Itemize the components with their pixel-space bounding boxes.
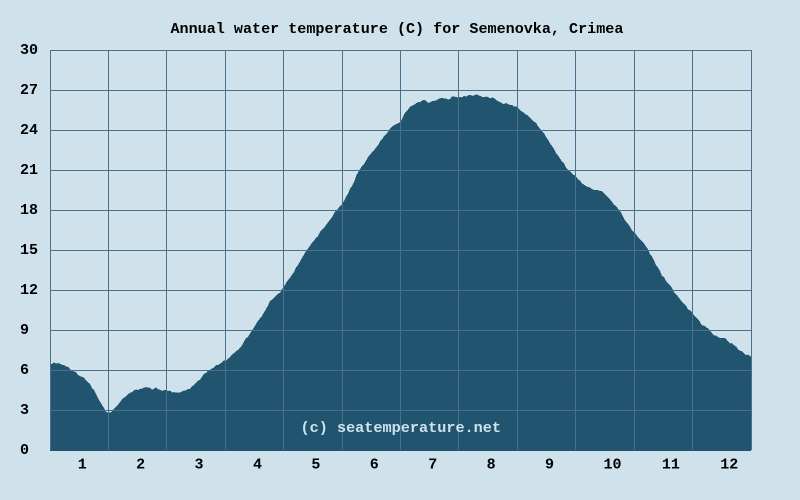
svg-text:8: 8 [487, 457, 496, 474]
svg-text:9: 9 [20, 322, 29, 339]
svg-text:27: 27 [20, 82, 38, 99]
svg-text:11: 11 [662, 457, 680, 474]
svg-text:1: 1 [78, 457, 87, 474]
svg-text:9: 9 [545, 457, 554, 474]
svg-text:5: 5 [311, 457, 320, 474]
svg-text:15: 15 [20, 242, 38, 259]
svg-text:7: 7 [428, 457, 437, 474]
svg-text:2: 2 [136, 457, 145, 474]
svg-text:3: 3 [20, 402, 29, 419]
svg-text:18: 18 [20, 202, 38, 219]
svg-text:12: 12 [20, 282, 38, 299]
svg-text:3: 3 [195, 457, 204, 474]
svg-text:24: 24 [20, 122, 38, 139]
svg-text:4: 4 [253, 457, 262, 474]
svg-text:6: 6 [20, 362, 29, 379]
svg-text:10: 10 [604, 457, 622, 474]
svg-text:6: 6 [370, 457, 379, 474]
svg-text:12: 12 [720, 457, 738, 474]
svg-text:(c) seatemperature.net: (c) seatemperature.net [301, 419, 502, 437]
svg-text:21: 21 [20, 162, 38, 179]
svg-text:30: 30 [20, 42, 38, 59]
svg-text:0: 0 [20, 442, 29, 459]
svg-text:Annual water temperature (C) f: Annual water temperature (C) for Semenov… [171, 20, 624, 38]
